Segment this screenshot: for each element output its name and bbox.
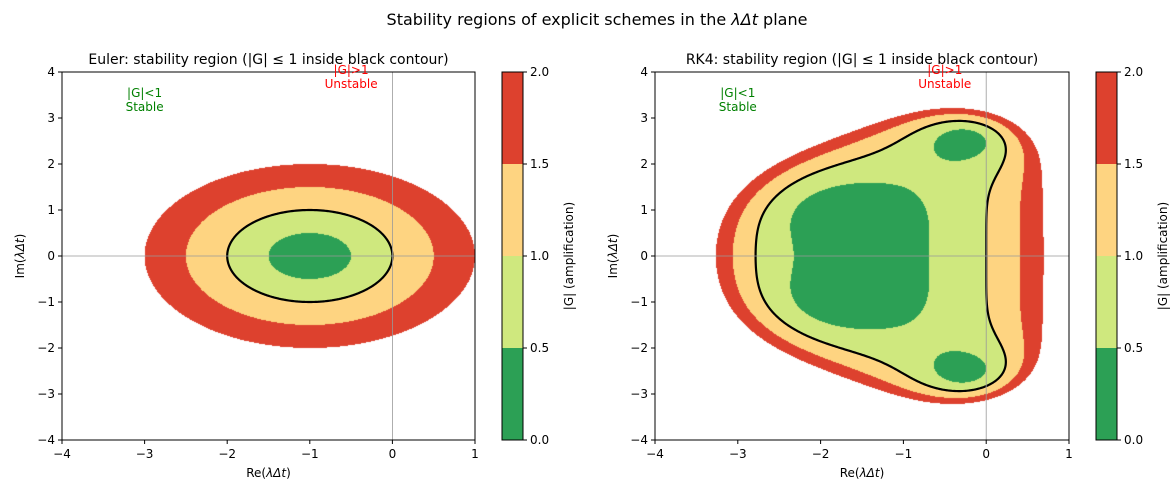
unstable-annotation-line2: Unstable <box>918 77 971 91</box>
y-tick-label: 2 <box>47 157 55 171</box>
panel-title: Euler: stability region (|G| ≤ 1 inside … <box>88 52 448 68</box>
y-tick-label: −3 <box>630 387 648 401</box>
colorbar-band <box>502 256 523 348</box>
x-tick-label: −1 <box>301 447 319 461</box>
colorbar-tick-label: 0.0 <box>1124 433 1143 447</box>
colorbar-band <box>1096 164 1117 256</box>
colorbar-band <box>502 164 523 256</box>
figure-suptitle: Stability regions of explicit schemes in… <box>387 10 808 29</box>
y-tick-label: 1 <box>47 203 55 217</box>
euler-panel: −4 −3 −2 −1 0 1 −4 −3 −2 −1 0 1 2 3 4 Euler: stability … <box>13 52 576 480</box>
colorbar-tick-label: 0.0 <box>530 433 549 447</box>
y-tick-label: −1 <box>630 295 648 309</box>
stable-annotation-line2: Stable <box>126 100 164 114</box>
x-tick-label: −2 <box>218 447 236 461</box>
y-tick-label: −2 <box>37 341 55 355</box>
colorbar-label: |G| (amplification) <box>1156 202 1170 310</box>
y-tick-label: −1 <box>37 295 55 309</box>
x-tick-label: 1 <box>471 447 479 461</box>
colorbar-tick-label: 2.0 <box>1124 65 1143 79</box>
unstable-annotation-line1: |G|>1 <box>334 63 369 77</box>
x-tick-label: −4 <box>646 447 664 461</box>
colorbar-tick-label: 1.5 <box>530 157 549 171</box>
x-tick-label: −3 <box>136 447 154 461</box>
y-tick-label: 1 <box>640 203 648 217</box>
colorbar-tick-label: 0.5 <box>1124 341 1143 355</box>
stable-annotation-line2: Stable <box>719 100 757 114</box>
stable-annotation-line1: |G|<1 <box>720 86 755 100</box>
unstable-annotation-line1: |G|>1 <box>927 63 962 77</box>
y-tick-label: 0 <box>640 249 648 263</box>
colorbar-band <box>502 72 523 164</box>
colorbar-band <box>502 348 523 440</box>
x-tick-label: −1 <box>895 447 913 461</box>
unstable-annotation-line2: Unstable <box>325 77 378 91</box>
y-tick-label: −2 <box>630 341 648 355</box>
y-tick-label: −3 <box>37 387 55 401</box>
x-tick-label: −3 <box>729 447 747 461</box>
colorbar-tick-label: 2.0 <box>530 65 549 79</box>
y-tick-label: 0 <box>47 249 55 263</box>
y-tick-label: −4 <box>37 433 55 447</box>
colorbar-band <box>1096 348 1117 440</box>
x-tick-label: −4 <box>53 447 71 461</box>
panel-title: RK4: stability region (|G| ≤ 1 inside bl… <box>686 52 1038 68</box>
x-tick-label: 0 <box>389 447 397 461</box>
colorbar-band <box>1096 256 1117 348</box>
stability-boundary-contour <box>226 208 394 304</box>
y-tick-label: −4 <box>630 433 648 447</box>
y-tick-label: 3 <box>47 111 55 125</box>
x-axis-label: Re(λΔt) <box>246 466 291 480</box>
colorbar-tick-label: 1.0 <box>1124 249 1143 263</box>
x-tick-label: −2 <box>812 447 830 461</box>
colorbar-tick-label: 0.5 <box>530 341 549 355</box>
y-tick-label: 4 <box>640 65 648 79</box>
y-axis-label: Im(λΔt) <box>606 234 620 279</box>
y-axis-label: Im(λΔt) <box>13 234 27 279</box>
colorbar-band <box>1096 72 1117 164</box>
x-axis-label: Re(λΔt) <box>840 466 885 480</box>
stable-annotation-line1: |G|<1 <box>127 86 162 100</box>
x-tick-label: 1 <box>1065 447 1073 461</box>
colorbar-tick-label: 1.5 <box>1124 157 1143 171</box>
rk4-panel: −4 −3 −2 −1 0 1 −4 −3 −2 −1 0 1 2 3 4 RK4: stability re… <box>606 52 1170 480</box>
y-tick-label: 4 <box>47 65 55 79</box>
y-tick-label: 3 <box>640 111 648 125</box>
colorbar-label: |G| (amplification) <box>562 202 576 310</box>
y-tick-label: 2 <box>640 157 648 171</box>
colorbar-tick-label: 1.0 <box>530 249 549 263</box>
x-tick-label: 0 <box>982 447 990 461</box>
